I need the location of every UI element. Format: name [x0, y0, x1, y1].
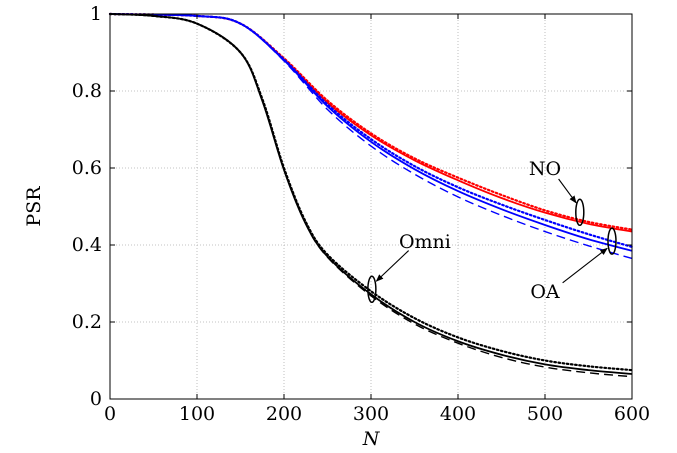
annotation-arrow-1 [562, 247, 608, 284]
annotation-label-0: NO [529, 158, 561, 180]
x-tick-label: 0 [104, 403, 116, 425]
y-tick-label: 1 [90, 3, 102, 25]
series-line-4 [109, 13, 633, 260]
series-layer [108, 12, 634, 378]
annotation-label-2: Omni [399, 231, 451, 253]
annotation-ellipse-1 [607, 227, 617, 255]
y-axis-label: PSR [23, 186, 45, 227]
series-line-7 [109, 13, 633, 378]
x-tick-label: 200 [266, 403, 302, 425]
y-tick-label: 0.8 [72, 80, 102, 102]
x-tick-label: 600 [614, 403, 650, 425]
x-tick-label: 100 [179, 403, 215, 425]
y-ticks: 0 0.2 0.4 0.6 0.8 1 [72, 3, 632, 410]
x-ticks: 0 100 200 300 400 500 600 [104, 14, 650, 425]
x-axis-label: N [362, 428, 381, 450]
y-tick-label: 0 [90, 388, 102, 410]
x-tick-label: 400 [440, 403, 476, 425]
y-tick-label: 0.6 [72, 157, 102, 179]
annotation-arrow-2 [375, 250, 410, 282]
y-tick-label: 0.2 [72, 311, 102, 333]
grid [110, 14, 632, 399]
annotation-arrow-0 [558, 178, 577, 204]
annotation-ellipse-2 [367, 275, 377, 304]
annotation-ellipse-0 [575, 198, 585, 227]
series-line-6 [109, 13, 633, 375]
x-tick-label: 300 [353, 403, 389, 425]
x-tick-label: 500 [527, 403, 563, 425]
series-line-5 [108, 12, 634, 372]
annotation-label-1: OA [530, 281, 560, 303]
annotations-layer: NO OA Omni [367, 158, 617, 304]
y-tick-label: 0.4 [72, 234, 102, 256]
series-line-2 [108, 12, 634, 249]
